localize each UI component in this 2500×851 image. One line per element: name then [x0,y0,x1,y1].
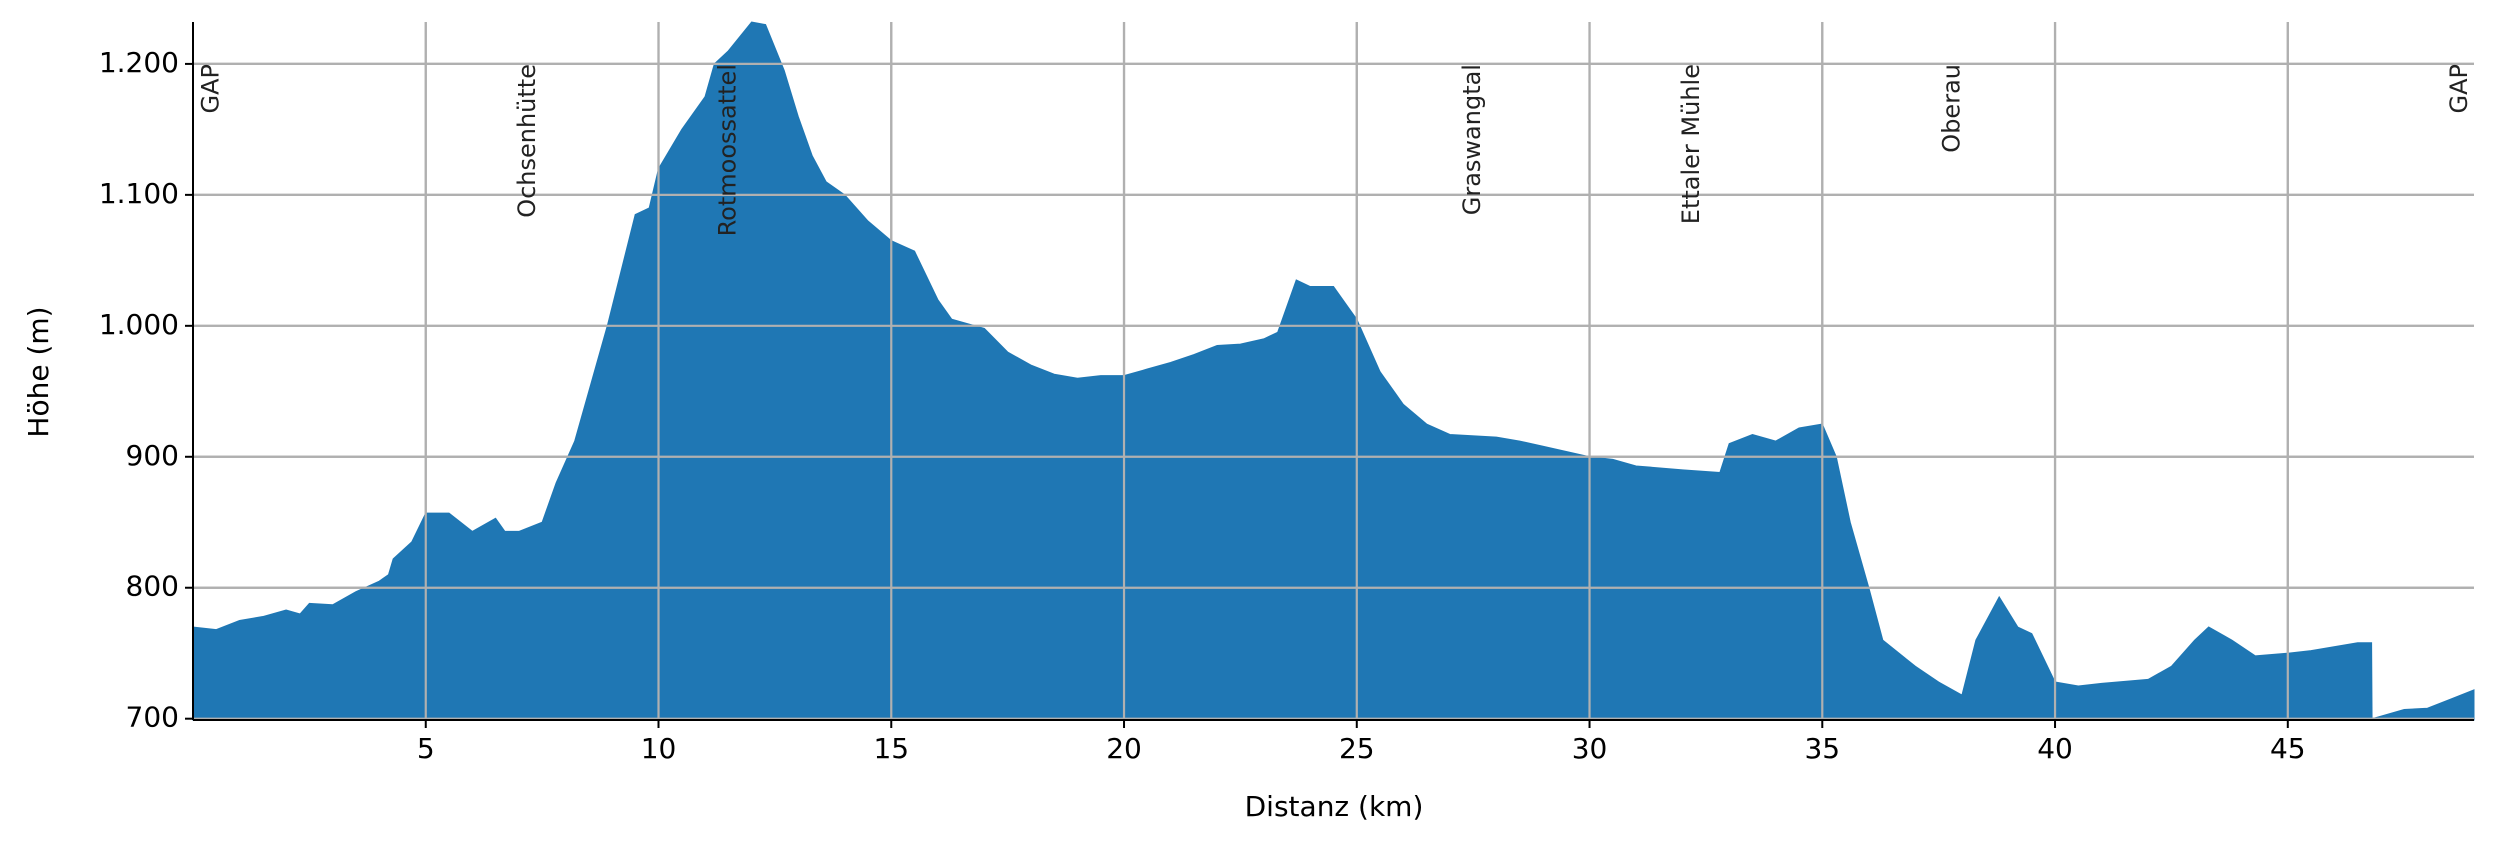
x-tick-label: 25 [1339,732,1375,765]
location-label: Ochsenhütte [513,64,541,218]
elevation-area [192,21,2475,721]
y-tick-label: 1.100 [99,177,179,210]
y-tick-label: 900 [126,439,179,472]
y-tick-label: 1.200 [99,46,179,79]
x-tick-label: 35 [1804,732,1840,765]
x-tick-label: 10 [641,732,677,765]
x-tick-label: 30 [1572,732,1608,765]
x-tick-label: 40 [2037,732,2073,765]
y-tick-label: 1.000 [99,308,179,341]
y-axis-label: Höhe (m) [22,306,55,437]
location-label: GAP [2445,64,2473,114]
y-tick-label: 700 [126,701,179,734]
y-tick-label: 800 [126,570,179,603]
x-tick-label: 20 [1106,732,1142,765]
x-tick-label: 5 [417,732,435,765]
location-label: Rotmoossattel [713,64,741,236]
location-label: Oberau [1938,64,1966,153]
x-tick-label: 15 [873,732,909,765]
x-tick-label: 45 [2270,732,2306,765]
location-label: Ettaler Mühle [1677,64,1705,224]
location-label: GAP [197,64,225,114]
x-axis-label: Distanz (km) [1245,790,1424,823]
location-label: Graswangtal [1458,64,1486,215]
